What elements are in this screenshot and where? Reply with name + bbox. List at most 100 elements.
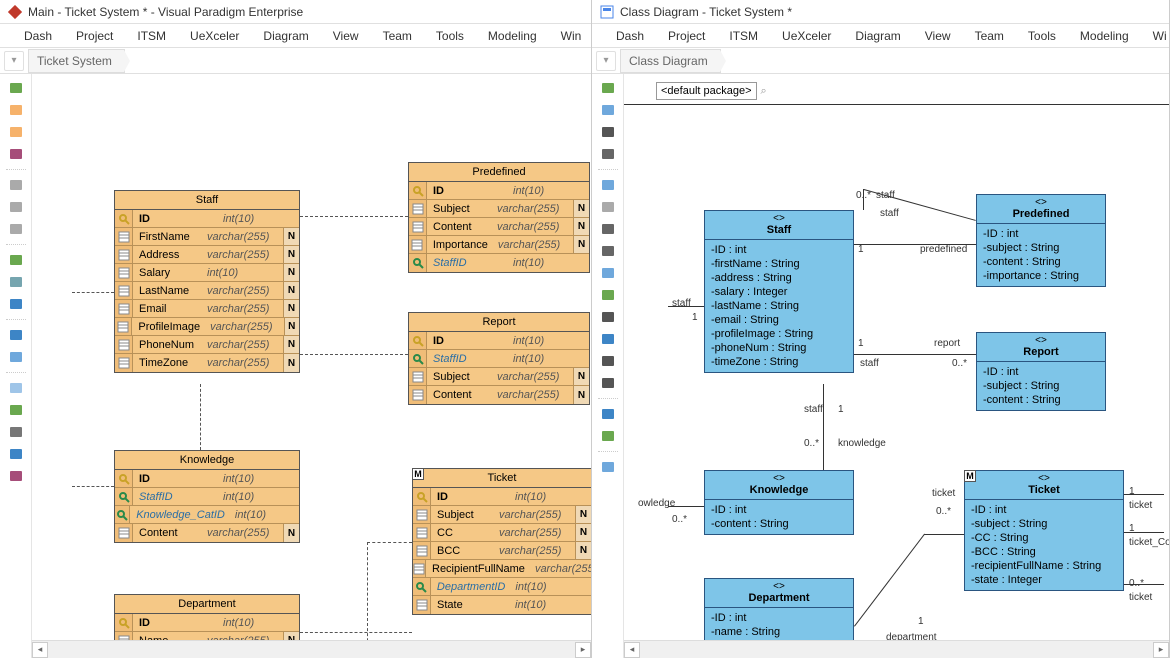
scroll-right-icon[interactable]: ▸ bbox=[575, 642, 591, 658]
tool-button-0[interactable] bbox=[597, 78, 619, 98]
entity-department[interactable]: DepartmentIDint(10)Namevarchar(255)NRema… bbox=[114, 594, 300, 640]
class-knowledge[interactable]: <>Knowledge-ID : int-content : String bbox=[704, 470, 854, 535]
menu-dash[interactable]: Dash bbox=[12, 25, 64, 47]
entity-column[interactable]: IDint(10) bbox=[115, 210, 299, 228]
scroll-left-icon[interactable]: ◂ bbox=[32, 642, 48, 658]
tool-button-6[interactable] bbox=[597, 197, 619, 217]
tool-button-11[interactable] bbox=[5, 294, 27, 314]
tool-button-11[interactable] bbox=[597, 307, 619, 327]
package-input[interactable]: <default package> bbox=[656, 82, 757, 100]
scroll-left-icon[interactable]: ◂ bbox=[624, 642, 640, 658]
entity-column[interactable]: TimeZonevarchar(255)N bbox=[115, 354, 299, 372]
tool-button-5[interactable] bbox=[5, 175, 27, 195]
tool-button-19[interactable] bbox=[597, 457, 619, 477]
entity-column[interactable]: Emailvarchar(255)N bbox=[115, 300, 299, 318]
entity-column[interactable]: StaffIDint(10) bbox=[409, 254, 589, 272]
tool-button-1[interactable] bbox=[5, 100, 27, 120]
menu-tools[interactable]: Tools bbox=[1016, 25, 1068, 47]
tool-button-9[interactable] bbox=[5, 250, 27, 270]
class-report[interactable]: <>Report-ID : int-subject : String-conte… bbox=[976, 332, 1106, 411]
entity-column[interactable]: Subjectvarchar(255)N bbox=[409, 200, 589, 218]
left-hscroll[interactable]: ◂ ▸ bbox=[32, 640, 591, 658]
tool-button-13[interactable] bbox=[5, 325, 27, 345]
entity-column[interactable]: LastNamevarchar(255)N bbox=[115, 282, 299, 300]
menu-win[interactable]: Win bbox=[549, 25, 594, 47]
class-department[interactable]: <>Department-ID : int-name : String-rema… bbox=[704, 578, 854, 640]
entity-column[interactable]: PhoneNumvarchar(255)N bbox=[115, 336, 299, 354]
entity-column[interactable]: IDint(10) bbox=[413, 488, 591, 506]
menu-modeling[interactable]: Modeling bbox=[476, 25, 549, 47]
entity-column[interactable]: IDint(10) bbox=[115, 614, 299, 632]
entity-column[interactable]: ProfileImagevarchar(255)N bbox=[115, 318, 299, 336]
tool-button-14[interactable] bbox=[5, 347, 27, 367]
menu-team[interactable]: Team bbox=[963, 25, 1016, 47]
tool-button-16[interactable] bbox=[597, 404, 619, 424]
breadcrumb-back-icon[interactable]: ▾ bbox=[4, 51, 24, 71]
breadcrumb-back-icon[interactable]: ▾ bbox=[596, 51, 616, 71]
entity-column[interactable]: Subjectvarchar(255)N bbox=[409, 368, 589, 386]
entity-column[interactable]: RecipientFullNamevarchar(255)N bbox=[413, 560, 591, 578]
entity-column[interactable]: Namevarchar(255)N bbox=[115, 632, 299, 640]
menu-view[interactable]: View bbox=[913, 25, 963, 47]
entity-predefined[interactable]: PredefinedIDint(10)Subjectvarchar(255)NC… bbox=[408, 162, 590, 273]
tool-button-7[interactable] bbox=[5, 219, 27, 239]
tool-button-12[interactable] bbox=[597, 329, 619, 349]
search-icon[interactable]: ⌕ bbox=[761, 85, 767, 98]
tool-button-13[interactable] bbox=[597, 351, 619, 371]
tool-button-7[interactable] bbox=[597, 219, 619, 239]
tool-button-0[interactable] bbox=[5, 78, 27, 98]
entity-report[interactable]: ReportIDint(10)StaffIDint(10)Subjectvarc… bbox=[408, 312, 590, 405]
menu-itsm[interactable]: ITSM bbox=[125, 25, 178, 47]
entity-column[interactable]: Addressvarchar(255)N bbox=[115, 246, 299, 264]
entity-staff[interactable]: StaffIDint(10)FirstNamevarchar(255)NAddr… bbox=[114, 190, 300, 373]
menu-uexceler[interactable]: UeXceler bbox=[770, 25, 843, 47]
tool-button-8[interactable] bbox=[597, 241, 619, 261]
menu-view[interactable]: View bbox=[321, 25, 371, 47]
entity-column[interactable]: Subjectvarchar(255)N bbox=[413, 506, 591, 524]
right-hscroll[interactable]: ◂ ▸ bbox=[624, 640, 1169, 658]
scroll-right-icon[interactable]: ▸ bbox=[1153, 642, 1169, 658]
entity-column[interactable]: IDint(10) bbox=[409, 182, 589, 200]
class-ticket[interactable]: M<>Ticket-ID : int-subject : String-CC :… bbox=[964, 470, 1124, 591]
menu-itsm[interactable]: ITSM bbox=[717, 25, 770, 47]
tool-button-14[interactable] bbox=[597, 373, 619, 393]
tool-button-17[interactable] bbox=[5, 400, 27, 420]
entity-column[interactable]: Knowledge_CatIDint(10) bbox=[115, 506, 299, 524]
entity-column[interactable]: IDint(10) bbox=[115, 470, 299, 488]
menu-project[interactable]: Project bbox=[656, 25, 717, 47]
tool-button-20[interactable] bbox=[5, 466, 27, 486]
entity-column[interactable]: FirstNamevarchar(255)N bbox=[115, 228, 299, 246]
menu-modeling[interactable]: Modeling bbox=[1068, 25, 1141, 47]
entity-ticket[interactable]: MTicketIDint(10)Subjectvarchar(255)NCCva… bbox=[412, 468, 591, 615]
entity-column[interactable]: Stateint(10) bbox=[413, 596, 591, 614]
er-canvas[interactable]: StaffIDint(10) FirstNamevarchar(255)NAddr… bbox=[32, 74, 591, 640]
tool-button-1[interactable] bbox=[597, 100, 619, 120]
tool-button-19[interactable] bbox=[5, 444, 27, 464]
tool-button-6[interactable] bbox=[5, 197, 27, 217]
tool-button-3[interactable] bbox=[597, 144, 619, 164]
entity-column[interactable]: IDint(10) bbox=[409, 332, 589, 350]
breadcrumb-item[interactable]: Class Diagram bbox=[620, 49, 721, 73]
menu-dash[interactable]: Dash bbox=[604, 25, 656, 47]
entity-column[interactable]: Importancevarchar(255)N bbox=[409, 236, 589, 254]
tool-button-17[interactable] bbox=[597, 426, 619, 446]
uml-canvas[interactable]: <default package> ⌕ <>Staff-ID : int-fir… bbox=[624, 74, 1169, 640]
menu-uexceler[interactable]: UeXceler bbox=[178, 25, 251, 47]
entity-column[interactable]: Salaryint(10)N bbox=[115, 264, 299, 282]
entity-column[interactable]: CCvarchar(255)N bbox=[413, 524, 591, 542]
tool-button-2[interactable] bbox=[597, 122, 619, 142]
entity-column[interactable]: StaffIDint(10) bbox=[115, 488, 299, 506]
breadcrumb-item[interactable]: Ticket System bbox=[28, 49, 125, 73]
entity-column[interactable]: StaffIDint(10) bbox=[409, 350, 589, 368]
tool-button-10[interactable] bbox=[5, 272, 27, 292]
entity-knowledge[interactable]: KnowledgeIDint(10)StaffIDint(10)Knowledg… bbox=[114, 450, 300, 543]
tool-button-16[interactable] bbox=[5, 378, 27, 398]
menu-diagram[interactable]: Diagram bbox=[251, 25, 320, 47]
entity-column[interactable]: Contentvarchar(255)N bbox=[409, 386, 589, 404]
menu-tools[interactable]: Tools bbox=[424, 25, 476, 47]
tool-button-3[interactable] bbox=[5, 144, 27, 164]
tool-button-9[interactable] bbox=[597, 263, 619, 283]
entity-column[interactable]: BCCvarchar(255)N bbox=[413, 542, 591, 560]
class-predefined[interactable]: <>Predefined-ID : int-subject : String-c… bbox=[976, 194, 1106, 287]
class-staff[interactable]: <>Staff-ID : int-firstName : String-addr… bbox=[704, 210, 854, 373]
